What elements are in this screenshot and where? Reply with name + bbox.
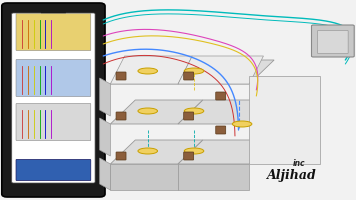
- FancyBboxPatch shape: [16, 103, 91, 141]
- Text: inc: inc: [293, 160, 305, 168]
- Polygon shape: [110, 164, 178, 190]
- Ellipse shape: [138, 108, 157, 114]
- Ellipse shape: [232, 121, 252, 127]
- FancyBboxPatch shape: [318, 30, 348, 54]
- Polygon shape: [178, 140, 274, 164]
- Text: Aljihad: Aljihad: [267, 170, 317, 182]
- Polygon shape: [100, 158, 110, 190]
- FancyBboxPatch shape: [184, 112, 194, 120]
- Polygon shape: [100, 78, 110, 116]
- Ellipse shape: [184, 68, 204, 74]
- Ellipse shape: [138, 68, 157, 74]
- FancyBboxPatch shape: [16, 59, 91, 97]
- FancyBboxPatch shape: [12, 13, 95, 183]
- FancyBboxPatch shape: [2, 3, 105, 197]
- Polygon shape: [110, 140, 203, 164]
- FancyBboxPatch shape: [116, 112, 126, 120]
- Polygon shape: [178, 60, 274, 84]
- Polygon shape: [110, 60, 203, 84]
- Polygon shape: [178, 100, 274, 124]
- FancyBboxPatch shape: [116, 152, 126, 160]
- FancyBboxPatch shape: [216, 126, 226, 134]
- FancyBboxPatch shape: [312, 25, 354, 57]
- Polygon shape: [100, 118, 110, 156]
- Polygon shape: [110, 56, 192, 84]
- FancyBboxPatch shape: [16, 159, 91, 181]
- Polygon shape: [178, 164, 249, 190]
- FancyBboxPatch shape: [184, 72, 194, 80]
- Ellipse shape: [138, 148, 157, 154]
- Ellipse shape: [184, 108, 204, 114]
- FancyBboxPatch shape: [116, 72, 126, 80]
- FancyBboxPatch shape: [16, 13, 91, 51]
- Ellipse shape: [184, 148, 204, 154]
- Polygon shape: [110, 100, 203, 124]
- Polygon shape: [178, 56, 263, 84]
- FancyBboxPatch shape: [184, 152, 194, 160]
- FancyBboxPatch shape: [216, 92, 226, 100]
- FancyBboxPatch shape: [41, 8, 66, 15]
- Polygon shape: [249, 76, 320, 164]
